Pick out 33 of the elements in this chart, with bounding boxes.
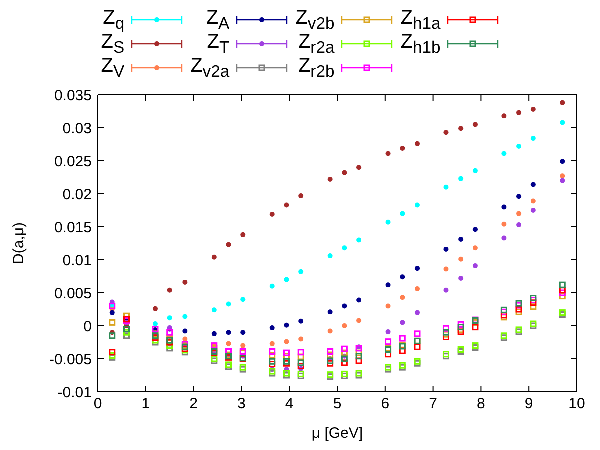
- x-tick-label: 1: [142, 396, 150, 413]
- legend-label: Z$_{v2a}$: [190, 54, 230, 80]
- x-tick-label: 5: [333, 396, 342, 413]
- y-tick-label: 0: [84, 318, 92, 336]
- legend-label: Z$_{S}$: [101, 30, 125, 56]
- x-tick-label: 4: [285, 396, 294, 413]
- x-tick-label: 2: [190, 396, 198, 413]
- x-tick-label: 9: [524, 396, 534, 413]
- y-axis-title: D(a,μ): [10, 222, 28, 264]
- x-tick-label: 6: [381, 396, 390, 413]
- y-tick-label: 0.02: [62, 186, 92, 204]
- legend-label: Z$_{V}$: [101, 54, 125, 82]
- legend-label: Z$_{q}$: [103, 6, 125, 32]
- y-tick-label: 0.03: [62, 120, 92, 138]
- legend-label: Z$_{r2b}$: [298, 54, 335, 82]
- y-tick-label: 0.035: [54, 87, 92, 104]
- y-tick-label: 0.01: [62, 252, 92, 270]
- legend-label: Z$_{A}$: [206, 6, 230, 32]
- y-tick-label: 0.015: [54, 219, 92, 236]
- y-tick-label: 0.025: [54, 153, 92, 170]
- y-tick-label: 0.005: [54, 285, 92, 302]
- legend-label: Z$_{v2b}$: [296, 6, 335, 32]
- x-tick-label: 10: [568, 396, 586, 413]
- x-tick-label: 3: [238, 396, 246, 413]
- legend-label: Z$_{h1a}$: [400, 6, 441, 32]
- legend-label: Z$_{h1b}$: [400, 30, 441, 58]
- x-tick-label: 7: [429, 396, 438, 413]
- y-tick-label: -0.005: [49, 351, 92, 368]
- legend-label: Z$_{r2a}$: [298, 30, 335, 56]
- x-axis-title: μ [GeV]: [312, 425, 364, 442]
- legend-label: Z$_{T}$: [207, 30, 230, 58]
- x-tick-label: 8: [477, 396, 486, 413]
- y-tick-label: -0.01: [58, 384, 92, 402]
